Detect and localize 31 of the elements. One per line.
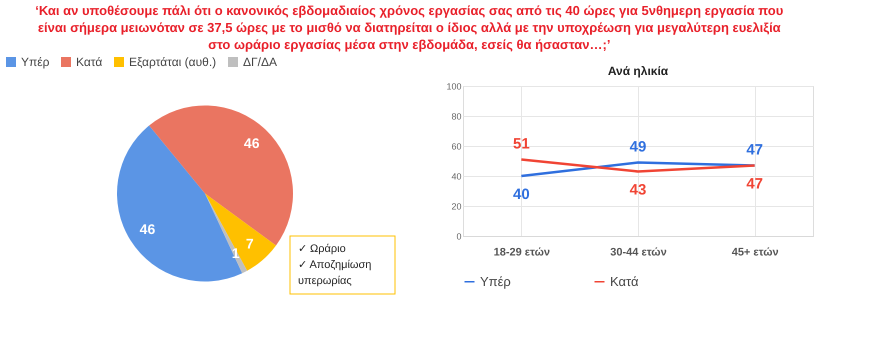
pie-slice — [205, 194, 248, 274]
x-tick-label: 18-29 ετών — [494, 246, 550, 258]
y-tick-label: 100 — [446, 82, 462, 92]
data-label: 46 — [244, 135, 260, 152]
data-label: 7 — [246, 236, 254, 252]
y-tick-label: 80 — [451, 112, 462, 122]
legend-label: Υπέρ — [480, 274, 511, 289]
legend-label: Κατά — [76, 55, 102, 69]
text: ‘Και αν υποθέσουμε πάλι ότι ο κανονικός εβδομαδιαίος χρόνος εργασίας σας από τις 40 ώρες για 5νθημερη εργασία που είναι σήμερα μειωνόταν σε 37,5 ώρες με το μισθό να διατηρείται ο ίδιος αλλά με την υποχρέωση για μεγαλύτερη ευελιξία στο ωράριο εργασίας μέσα στην εβδομάδα, εσείς θα ήσασταν…;’ — [35, 3, 784, 52]
legend-label: ΔΓ/ΔΑ — [243, 55, 277, 69]
x-tick-label: 45+ ετών — [732, 246, 779, 258]
pie-slice — [117, 126, 242, 282]
chart-title: Ανά ηλικία — [608, 64, 669, 78]
text: ✓ Αποζημίωση υπερωρίας — [298, 259, 372, 287]
legend-label: Υπέρ — [21, 55, 50, 69]
y-tick-label: 40 — [451, 172, 462, 182]
y-tick-label: 0 — [456, 232, 462, 242]
data-label: 49 — [630, 138, 646, 156]
legend-label: Κατά — [610, 274, 639, 289]
data-label: 43 — [630, 182, 646, 198]
legend-label: Εξαρτάται (αυθ.) — [129, 55, 216, 69]
data-label: 46 — [140, 220, 156, 237]
text: ✓ Ωράριο — [298, 243, 346, 255]
x-tick-label: 30-44 ετών — [610, 246, 667, 258]
pie-slice — [205, 194, 276, 271]
data-label: 47 — [746, 176, 764, 192]
data-label: 40 — [512, 186, 530, 203]
data-label: 47 — [746, 142, 764, 158]
data-label: 51 — [512, 136, 530, 152]
y-tick-label: 60 — [451, 142, 462, 152]
y-tick-label: 20 — [451, 202, 462, 212]
